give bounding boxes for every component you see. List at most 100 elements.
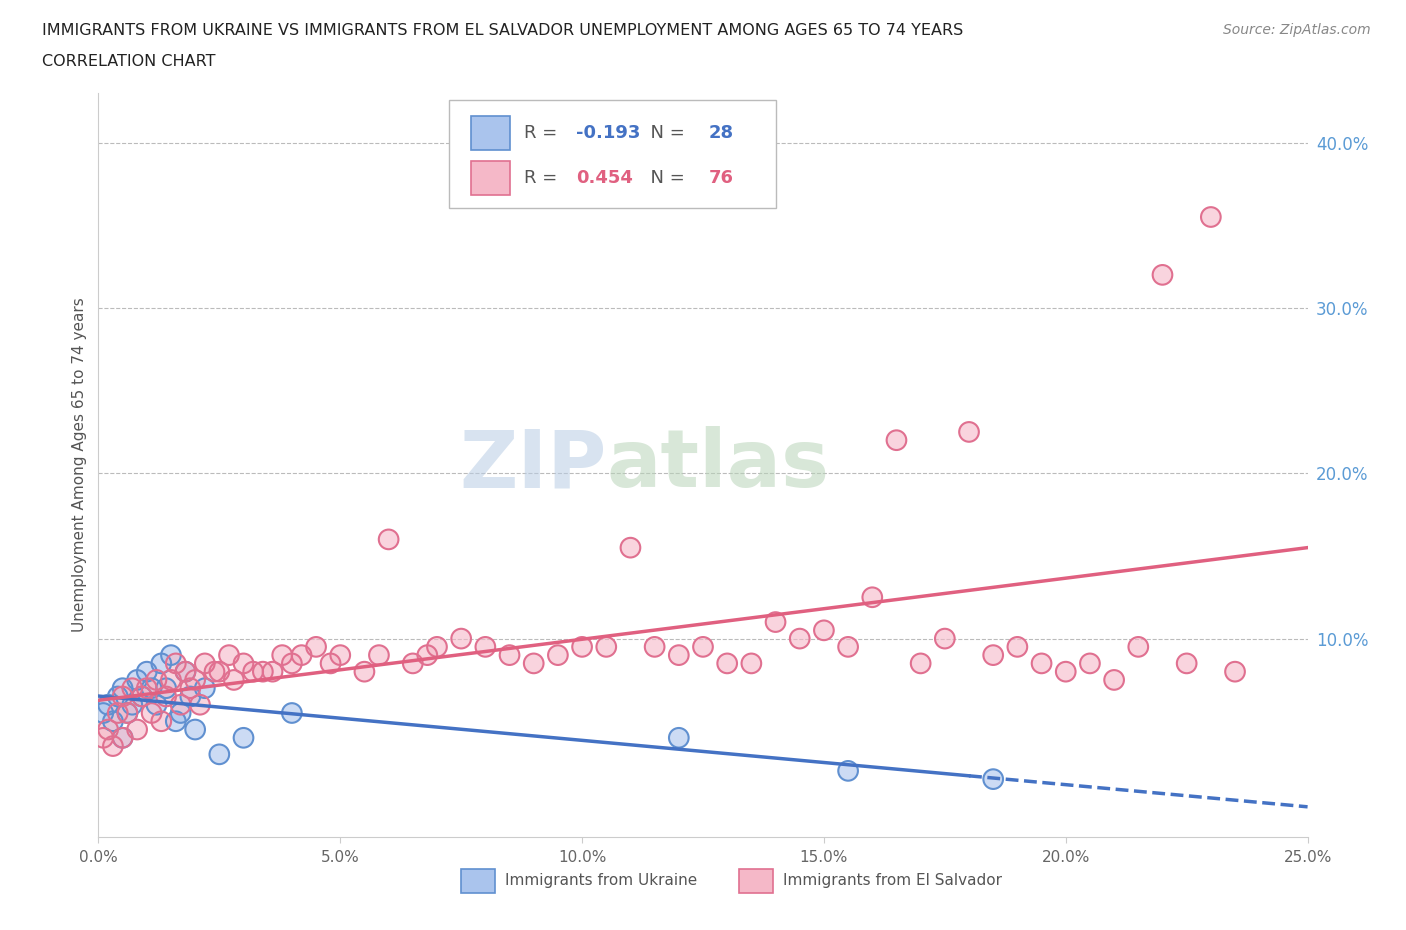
Point <box>668 730 690 745</box>
Text: IMMIGRANTS FROM UKRAINE VS IMMIGRANTS FROM EL SALVADOR UNEMPLOYMENT AMONG AGES 6: IMMIGRANTS FROM UKRAINE VS IMMIGRANTS FR… <box>42 23 963 38</box>
Point <box>169 698 191 712</box>
Point <box>91 730 114 745</box>
Point <box>155 681 177 696</box>
Point <box>208 747 231 762</box>
Point <box>121 681 143 696</box>
Point <box>450 631 472 646</box>
Point <box>319 656 342 671</box>
Point <box>179 681 201 696</box>
Point <box>886 432 908 447</box>
Point <box>1102 672 1125 687</box>
Point <box>169 706 191 721</box>
Point <box>97 698 120 712</box>
Point <box>1007 640 1029 655</box>
Point <box>426 640 449 655</box>
Point <box>131 689 153 704</box>
Point <box>353 664 375 679</box>
Point <box>252 664 274 679</box>
Point <box>131 689 153 704</box>
Point <box>1128 640 1150 655</box>
Point <box>789 631 811 646</box>
Point <box>165 656 187 671</box>
Point <box>1054 664 1077 679</box>
Point <box>474 640 496 655</box>
Point <box>262 664 284 679</box>
Text: ZIP: ZIP <box>458 426 606 504</box>
Point <box>1152 268 1174 283</box>
Point <box>232 730 254 745</box>
Point <box>111 689 134 704</box>
Point <box>765 615 787 630</box>
Point <box>426 640 449 655</box>
Point <box>150 714 173 729</box>
Point <box>184 722 207 737</box>
Point <box>127 672 149 687</box>
Point <box>121 698 143 712</box>
Point <box>957 424 980 439</box>
Point <box>523 656 546 671</box>
Text: N =: N = <box>638 169 690 187</box>
Point <box>127 722 149 737</box>
Point <box>218 647 240 662</box>
Point <box>934 631 956 646</box>
Point <box>131 689 153 704</box>
Point <box>121 698 143 712</box>
Point <box>1031 656 1053 671</box>
Point <box>184 672 207 687</box>
Point <box>329 647 352 662</box>
Point <box>141 706 163 721</box>
Point <box>910 656 932 671</box>
Point <box>813 623 835 638</box>
Text: R =: R = <box>524 169 562 187</box>
Point <box>547 647 569 662</box>
Point <box>111 681 134 696</box>
Point <box>740 656 762 671</box>
Point <box>547 647 569 662</box>
Point <box>160 647 183 662</box>
Point <box>101 738 124 753</box>
Point <box>1078 656 1101 671</box>
Point <box>179 689 201 704</box>
FancyBboxPatch shape <box>471 162 509 195</box>
Point <box>813 623 835 638</box>
Point <box>523 656 546 671</box>
Text: 28: 28 <box>709 124 734 141</box>
Point <box>141 706 163 721</box>
Point <box>141 681 163 696</box>
Point <box>135 664 157 679</box>
Point <box>127 722 149 737</box>
Point <box>184 672 207 687</box>
Point <box>169 698 191 712</box>
FancyBboxPatch shape <box>461 869 495 893</box>
Point <box>101 714 124 729</box>
Point <box>145 672 167 687</box>
Point <box>668 647 690 662</box>
Point <box>111 689 134 704</box>
Point <box>368 647 391 662</box>
Point <box>91 706 114 721</box>
Point <box>97 722 120 737</box>
Text: 0.454: 0.454 <box>576 169 633 187</box>
Point <box>1175 656 1198 671</box>
Point <box>1078 656 1101 671</box>
Point <box>218 647 240 662</box>
Point <box>716 656 738 671</box>
Text: Source: ZipAtlas.com: Source: ZipAtlas.com <box>1223 23 1371 37</box>
Point <box>111 730 134 745</box>
Point <box>107 689 129 704</box>
Text: CORRELATION CHART: CORRELATION CHART <box>42 54 215 69</box>
Point <box>416 647 439 662</box>
Point <box>117 706 139 721</box>
Point <box>716 656 738 671</box>
Point <box>222 672 245 687</box>
Point <box>329 647 352 662</box>
Point <box>837 764 859 778</box>
Point <box>111 681 134 696</box>
Point <box>1007 640 1029 655</box>
Point <box>194 656 217 671</box>
Point <box>150 656 173 671</box>
Point <box>740 656 762 671</box>
Point <box>107 689 129 704</box>
Point <box>1128 640 1150 655</box>
Point <box>402 656 425 671</box>
